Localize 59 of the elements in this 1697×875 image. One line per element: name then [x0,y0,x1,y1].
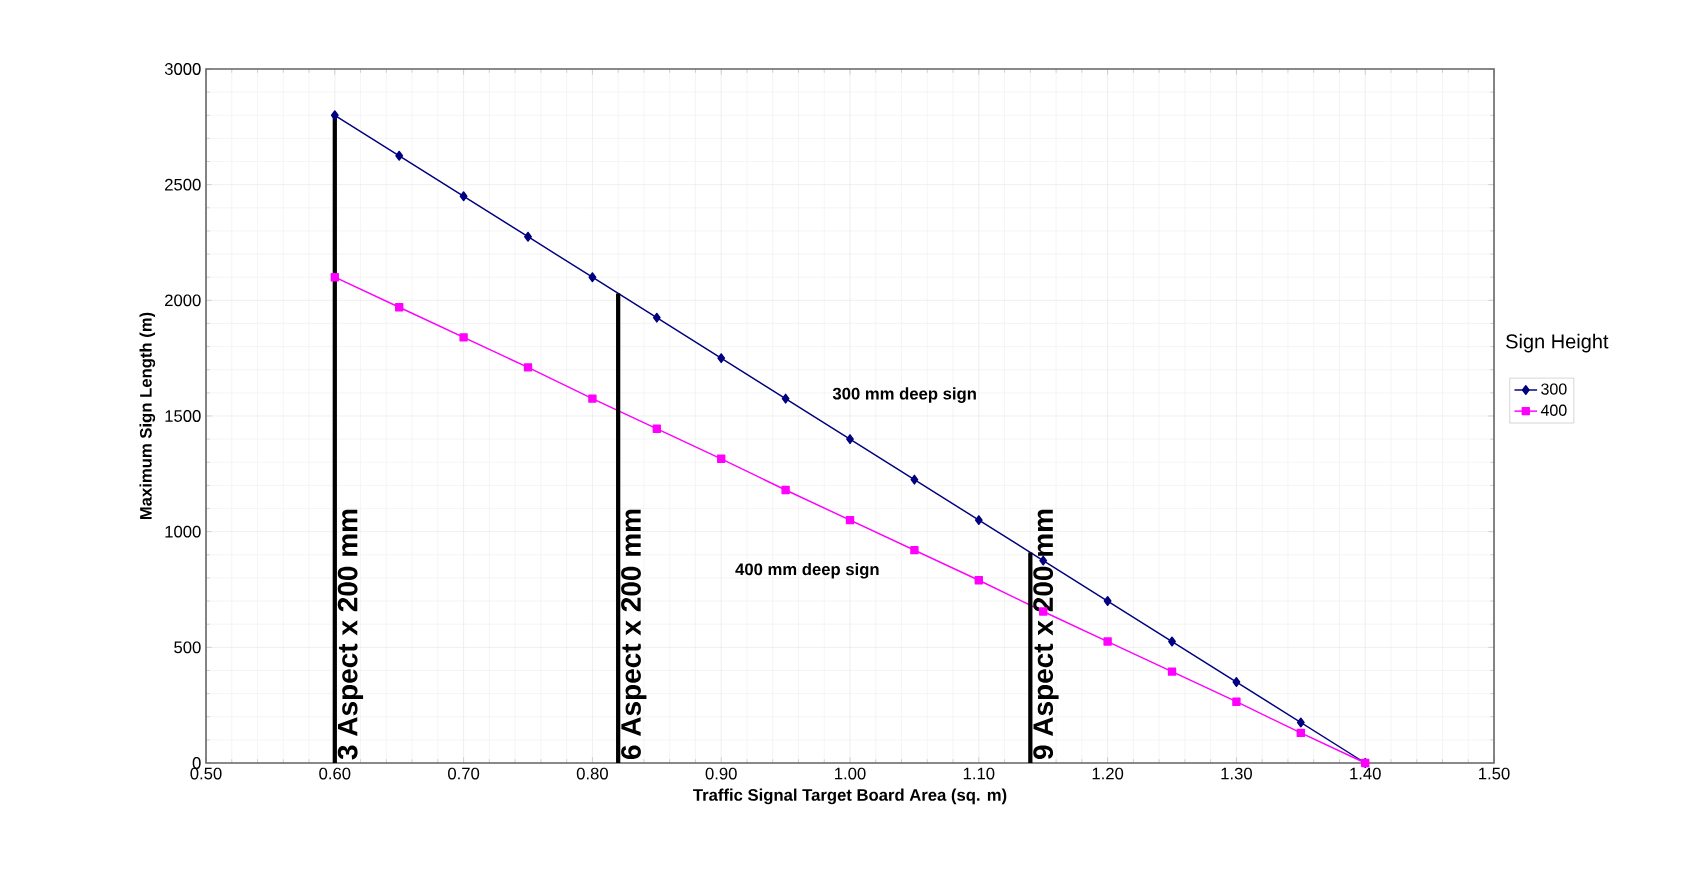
point [330,110,339,121]
text: 9 Aspect x 200 mm [1033,509,1059,760]
y-axis-title: Maximum Sign Length (m) [139,312,156,520]
y-tick-label: 2500 [165,178,201,191]
x-axis-title: Traffic Signal Target Board Area (sq. m) [693,788,1007,805]
x-tick-label: 1.00 [835,767,866,780]
point [459,191,468,202]
point [846,434,854,445]
point [1296,728,1305,738]
x-tick-label: 0.50 [190,767,222,780]
point [652,424,661,433]
point [781,393,790,404]
point [717,353,726,364]
point [459,333,468,342]
point [1232,677,1241,688]
legend-title: Sign Height [1506,333,1609,353]
x-tick-label: 1.10 [963,767,995,780]
point [588,394,597,403]
y-tick-label: 1500 [165,410,201,422]
legend-label: 300 [1541,383,1567,395]
point [910,545,919,555]
y-tick-label: 0 [192,757,201,769]
annotation: 400 mm deep sign [735,562,879,579]
point [974,576,983,585]
y-tick-label: 2000 [165,294,201,307]
x-tick-label: 0.60 [319,767,351,780]
point [395,303,404,312]
point [395,150,404,161]
point [330,273,339,282]
point [974,515,983,526]
x-tick-label: 0.70 [448,767,480,780]
point [910,474,919,485]
point [1039,555,1048,566]
point [1103,596,1112,607]
point [1232,697,1241,706]
point [781,485,790,495]
point [523,363,533,372]
x-tick-label: 1.20 [1092,767,1124,780]
point [717,454,726,463]
point [1103,637,1112,646]
annotation: 300 mm deep sign [832,387,976,403]
y-tick-label: 3000 [164,63,201,75]
x-tick-label: 1.30 [1221,767,1252,780]
x-tick-label: 0.80 [576,767,608,780]
point [1167,667,1177,676]
x-tick-label: 0.90 [705,767,737,780]
point [1168,636,1176,647]
y-tick-label: 1000 [165,525,201,538]
x-tick-label: 1.50 [1479,767,1510,780]
point [588,272,597,283]
point [524,231,532,242]
text: 3 Aspect x 200 mm [337,509,364,760]
point [652,312,661,323]
point [845,515,855,525]
x-tick-label: 1.40 [1350,767,1381,780]
y-tick-label: 500 [174,641,201,654]
point [1296,717,1305,728]
text: 6 Aspect x 200 mm [621,509,647,760]
legend-label: 400 [1540,404,1567,416]
